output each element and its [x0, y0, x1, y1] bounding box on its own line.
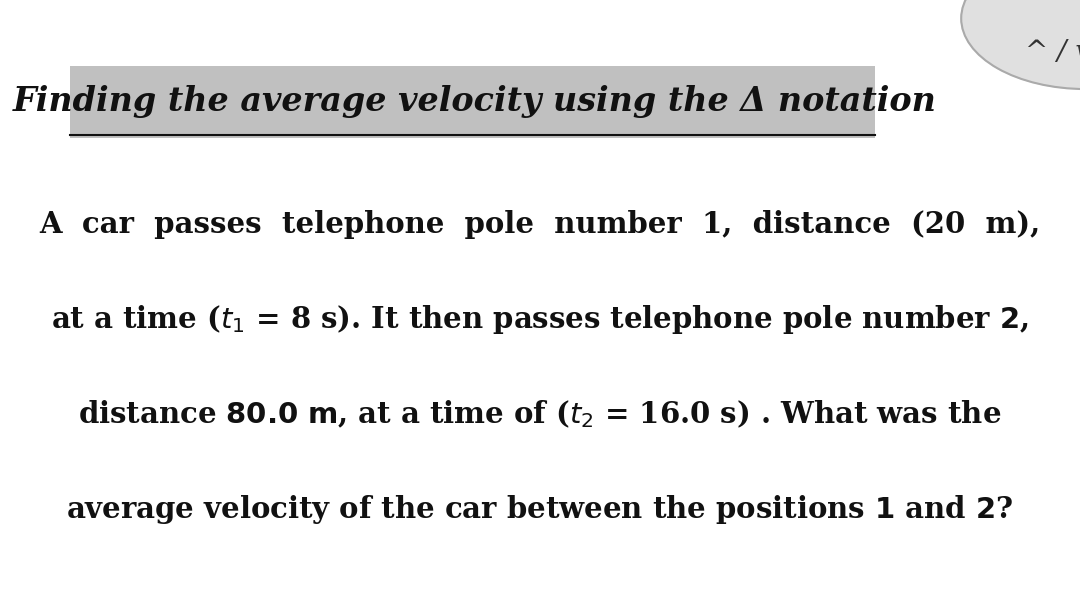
- Text: average velocity of the car between the positions $\mathbf{1}$ and $\mathbf{2}$?: average velocity of the car between the …: [66, 493, 1014, 526]
- Text: A  car  passes  telephone  pole  number  1,  distance  (20  m),: A car passes telephone pole number 1, di…: [39, 209, 1041, 239]
- Text: distance $\mathbf{80.0\ m}$, at a time of ($\mathit{t}_2$ = 16.0 s) . What was t: distance $\mathbf{80.0\ m}$, at a time o…: [79, 398, 1001, 430]
- Circle shape: [961, 0, 1080, 89]
- Text: ^ / v: ^ / v: [1025, 39, 1080, 66]
- FancyBboxPatch shape: [70, 66, 875, 138]
- Text: Finding the average velocity using the Δ notation: Finding the average velocity using the Δ…: [13, 85, 937, 118]
- Text: at a time ($\mathit{t}_1$ = 8 s). It then passes telephone pole number $\mathbf{: at a time ($\mathit{t}_1$ = 8 s). It the…: [51, 303, 1029, 336]
